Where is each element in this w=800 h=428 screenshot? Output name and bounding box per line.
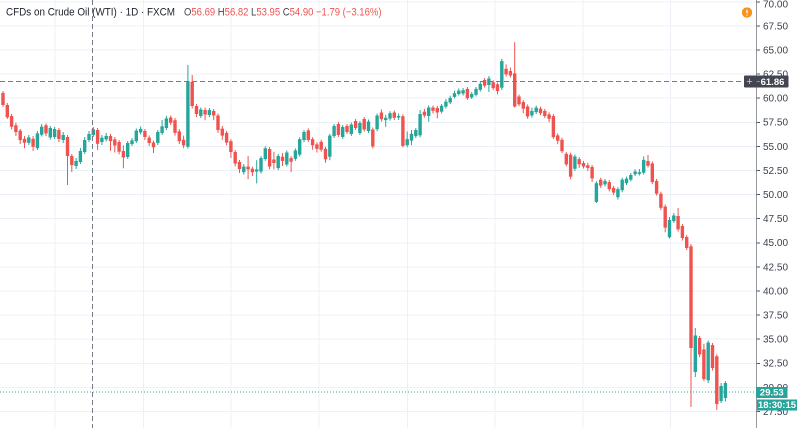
svg-text:O56.69 H56.82 L53.95 C54.90 −1: O56.69 H56.82 L53.95 C54.90 −1.79 (−3.16…	[184, 7, 382, 19]
svg-text:18:30:15: 18:30:15	[758, 400, 797, 411]
svg-text:45.00: 45.00	[763, 238, 788, 249]
svg-text:65.00: 65.00	[763, 45, 788, 56]
svg-text:+: +	[746, 76, 752, 88]
svg-text:57.50: 57.50	[763, 118, 788, 129]
svg-text:52.50: 52.50	[763, 166, 788, 177]
svg-text:40.00: 40.00	[763, 286, 788, 297]
svg-text:67.50: 67.50	[763, 21, 788, 32]
svg-text:32.50: 32.50	[763, 359, 788, 370]
svg-text:CFDs on Crude Oil (WTI) · 1D ·: CFDs on Crude Oil (WTI) · 1D · FXCM	[6, 7, 175, 19]
svg-text:29.53: 29.53	[760, 388, 784, 399]
svg-text:60.00: 60.00	[763, 94, 788, 105]
svg-text:50.00: 50.00	[763, 190, 788, 201]
svg-text:27.50: 27.50	[763, 407, 788, 418]
svg-text:70.00: 70.00	[763, 0, 788, 11]
svg-text:61.86: 61.86	[761, 77, 785, 88]
svg-text:42.50: 42.50	[763, 262, 788, 273]
svg-text:62.50: 62.50	[763, 70, 788, 81]
svg-text:37.50: 37.50	[763, 311, 788, 322]
svg-text:55.00: 55.00	[763, 142, 788, 153]
svg-text:35.00: 35.00	[763, 335, 788, 346]
svg-text:47.50: 47.50	[763, 214, 788, 225]
